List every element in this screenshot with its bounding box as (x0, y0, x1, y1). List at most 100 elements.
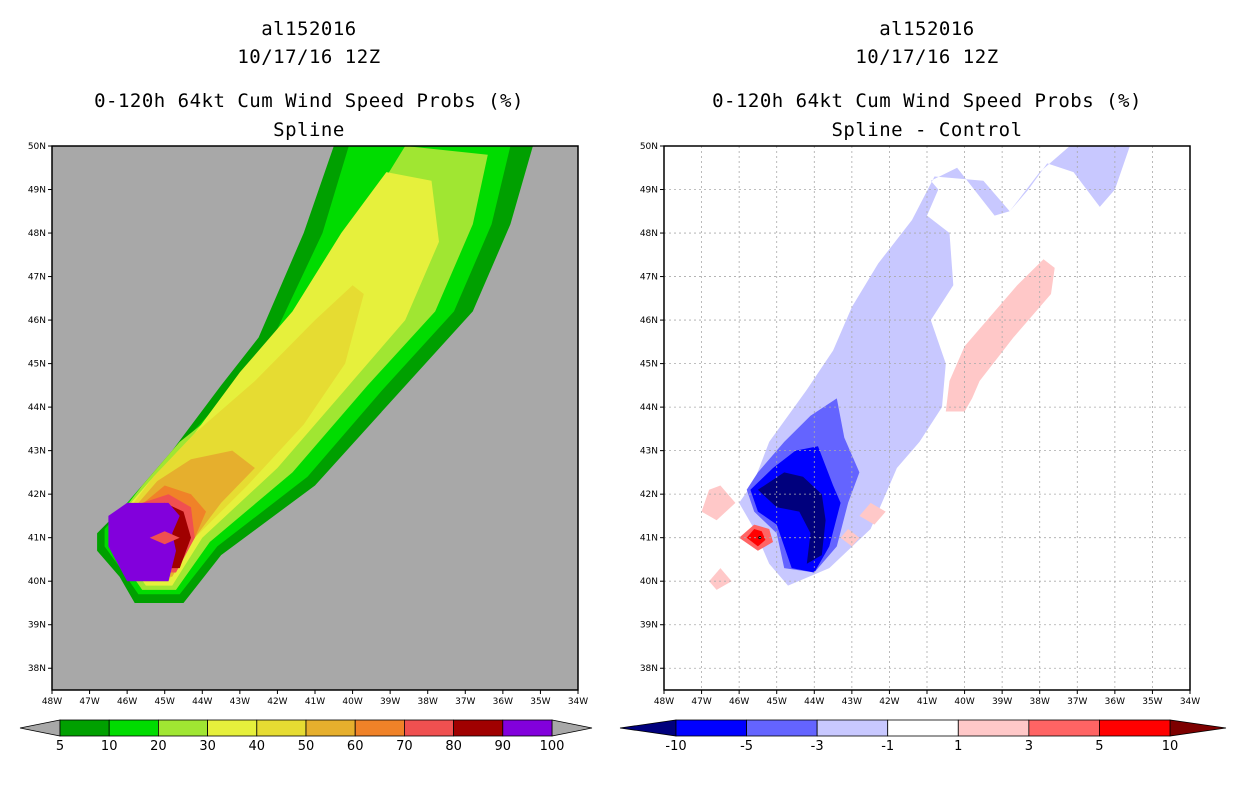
colorbar-swatch (207, 719, 258, 737)
x-tick-label: 44W (192, 697, 212, 707)
x-tick-label: 43W (230, 697, 250, 707)
difference-map-chart: 48W 47W 46W 45W 44W 43W 42W 41W 40W 39W 38W 37W 36W 3… (619, 142, 1227, 754)
y-tick-label: 48N (28, 229, 46, 239)
y-tick-label: 42N (640, 490, 658, 500)
date-title: 10/17/16 12Z (237, 46, 381, 68)
x-tick-label: 48W (654, 697, 674, 707)
y-tick-label: 38N (28, 664, 46, 674)
colorbar-label: 40 (249, 739, 266, 754)
colorbar-under-wedge (19, 719, 61, 737)
spline-map-chart: 48W 47W 46W 45W 44W 43W 42W 41W 40W 39W 38W 37W 36W 3… (19, 142, 593, 754)
colorbar-swatch (354, 719, 405, 737)
colorbar-swatch (746, 719, 818, 737)
chart-title: 0-120h 64kt Cum Wind Speed Probs (%) (712, 90, 1142, 112)
storm-id-title: al152016 (261, 18, 357, 40)
y-tick-label: 42N (28, 490, 46, 500)
x-tick-label: 34W (1180, 697, 1200, 707)
y-tick-label: 38N (640, 664, 658, 674)
contour-level-90-9 (108, 502, 180, 582)
colorbar-label: -1 (881, 739, 894, 754)
colorbar-label: 10 (1162, 739, 1179, 754)
colorbar-label: 100 (540, 739, 565, 754)
contour-level-1-6 (709, 568, 732, 590)
colorbar: 5 10 20 30 40 50 60 70 80 90 100 (19, 719, 593, 754)
y-tick-label: 43N (28, 447, 46, 457)
y-tick-label: 43N (640, 447, 658, 457)
colorbar-label: 5 (1095, 739, 1103, 754)
colorbar-label: -3 (811, 739, 824, 754)
colorbar-label: 10 (101, 739, 118, 754)
x-tick-label: 38W (1030, 697, 1050, 707)
colorbar-swatch (403, 719, 454, 737)
contour-level-1-4 (945, 259, 1055, 412)
y-tick-label: 44N (640, 403, 658, 413)
y-tick-label: 47N (640, 273, 658, 283)
y-tick-label: 46N (640, 316, 658, 326)
x-tick-label: 42W (267, 697, 287, 707)
chart-subtitle: Spline (273, 119, 345, 141)
colorbar-swatch (256, 719, 307, 737)
colorbar-swatch (1028, 719, 1100, 737)
x-tick-label: 40W (342, 697, 362, 707)
colorbar-swatch (675, 719, 747, 737)
x-tick-label: 35W (530, 697, 550, 707)
x-tick-label: 36W (1105, 697, 1125, 707)
x-tick-label: 39W (380, 697, 400, 707)
y-tick-label: 50N (640, 142, 658, 152)
colorbar: -10 -5 -3 -1 1 3 5 10 (619, 719, 1227, 754)
colorbar-swatch (816, 719, 889, 737)
colorbar-label: 80 (445, 739, 462, 754)
y-tick-label: 40N (28, 577, 46, 587)
y-tick-label: 50N (28, 142, 46, 152)
panel-spline-minus-control: al152016 10/17/16 12Z 0-120h 64kt Cum Wi… (618, 0, 1236, 800)
x-tick-label: 34W (568, 697, 588, 707)
colorbar-label: -5 (740, 739, 753, 754)
y-tick-label: 41N (640, 534, 658, 544)
grid-lines (664, 146, 1190, 690)
x-tick-label: 46W (117, 697, 137, 707)
y-tick-label: 39N (28, 621, 46, 631)
y-tick-label: 46N (28, 316, 46, 326)
chart-title: 0-120h 64kt Cum Wind Speed Probs (%) (94, 90, 524, 112)
y-tick-label: 41N (28, 534, 46, 544)
x-tick-label: 44W (804, 697, 824, 707)
y-tick-label: 45N (640, 360, 658, 370)
contour-level-neg10-3 (757, 472, 826, 564)
x-tick-label: 35W (1142, 697, 1162, 707)
colorbar-label: 1 (954, 739, 962, 754)
colorbar-label: 70 (396, 739, 413, 754)
x-tick-label: 48W (42, 697, 62, 707)
x-tick-label: 37W (455, 697, 475, 707)
colorbar-swatch (957, 719, 1030, 737)
x-tick-label: 41W (917, 697, 937, 707)
y-tick-label: 49N (640, 186, 658, 196)
y-tick-label: 47N (28, 273, 46, 283)
x-tick-label: 37W (1067, 697, 1087, 707)
colorbar-swatch (887, 719, 959, 737)
x-tick-label: 36W (493, 697, 513, 707)
colorbar-label: 20 (150, 739, 167, 754)
colorbar-label: 50 (298, 739, 315, 754)
x-tick-label: 42W (879, 697, 899, 707)
y-tick-label: 48N (640, 229, 658, 239)
colorbar-swatch (157, 719, 208, 737)
x-tick-label: 46W (729, 697, 749, 707)
colorbar-label: -10 (665, 739, 686, 754)
x-tick-label: 47W (691, 697, 711, 707)
x-tick-label: 41W (305, 697, 325, 707)
colorbar-swatch (108, 719, 159, 737)
x-tick-label: 39W (992, 697, 1012, 707)
colorbar-label: 3 (1025, 739, 1033, 754)
x-tick-label: 43W (842, 697, 862, 707)
colorbar-swatch (502, 719, 553, 737)
y-tick-label: 40N (640, 577, 658, 587)
colorbar-label: 30 (199, 739, 216, 754)
y-tick-label: 44N (28, 403, 46, 413)
colorbar-over-wedge (551, 719, 593, 737)
colorbar-swatch (1099, 719, 1171, 737)
colorbar-label: 5 (56, 739, 64, 754)
x-tick-label: 40W (954, 697, 974, 707)
colorbar-over-wedge (1169, 719, 1227, 737)
colorbar-under-wedge (619, 719, 677, 737)
y-tick-label: 45N (28, 360, 46, 370)
